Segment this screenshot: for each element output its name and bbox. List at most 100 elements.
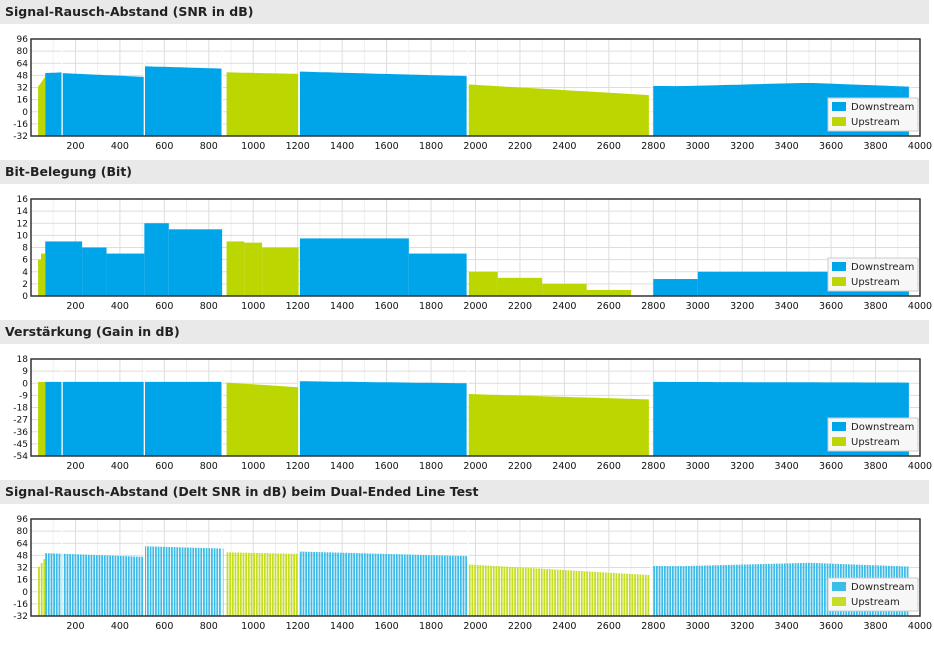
bar (538, 568, 540, 616)
bar (184, 547, 187, 616)
bar (329, 552, 332, 616)
y-tick-label: 12 (17, 219, 28, 229)
x-tick-label: 2200 (508, 141, 532, 152)
y-tick-label: 96 (17, 515, 29, 525)
bar-step (168, 229, 223, 296)
bar (695, 565, 698, 616)
bar (495, 566, 498, 616)
bar (295, 553, 298, 616)
plot-frame (30, 198, 921, 297)
upstream-series (38, 552, 650, 616)
bar (321, 552, 324, 616)
bar (749, 564, 752, 616)
y-tick-label: -16 (13, 600, 28, 610)
bar (492, 565, 495, 616)
bar (743, 564, 746, 616)
bar (250, 552, 253, 616)
bar (556, 569, 559, 616)
series-area (38, 76, 45, 136)
bar (374, 553, 377, 616)
x-tick-label: 3200 (730, 461, 754, 472)
bar (794, 563, 797, 616)
y-tick-label: -36 (13, 428, 28, 438)
bar (599, 572, 602, 616)
x-tick-label: 200 (66, 301, 84, 312)
bar (479, 565, 482, 616)
bar (514, 567, 516, 616)
y-tick-label: -32 (13, 132, 28, 142)
x-tick-label: 3600 (819, 301, 843, 312)
bar (735, 564, 738, 616)
bar (141, 556, 144, 616)
x-tick-label: 3600 (819, 461, 843, 472)
bar (195, 547, 197, 616)
x-tick-label: 2600 (597, 141, 621, 152)
bar (516, 567, 519, 616)
bar (176, 547, 179, 616)
y-tick-label: 48 (17, 71, 29, 81)
legend: Downstream Upstream (827, 257, 919, 292)
bar (754, 564, 757, 616)
bar (634, 574, 636, 616)
bar (703, 565, 706, 616)
bar (363, 553, 366, 616)
x-tick-label: 1800 (419, 301, 443, 312)
bar (419, 554, 422, 616)
legend-swatch-upstream (832, 437, 846, 446)
bar (572, 570, 575, 616)
bar (114, 555, 117, 616)
bar (765, 563, 768, 616)
bar (163, 546, 165, 616)
bar (387, 553, 390, 616)
bar (231, 552, 234, 616)
bar (197, 547, 200, 616)
bar (797, 563, 800, 616)
bar (219, 548, 221, 616)
chart-header-bits: Bit-Belegung (Bit) (0, 160, 929, 184)
bar (468, 564, 471, 616)
bar (40, 562, 43, 616)
bar (661, 566, 664, 616)
bar (612, 572, 615, 616)
bar (409, 554, 412, 616)
bar (727, 564, 730, 616)
upstream-series (38, 381, 649, 456)
x-tick-label: 2800 (641, 301, 665, 312)
bar (85, 554, 88, 616)
bar (433, 555, 436, 616)
series-area (45, 72, 63, 136)
legend-swatch-downstream (832, 422, 846, 431)
x-tick-label: 1400 (330, 461, 354, 472)
plot-frame (30, 518, 921, 617)
snr-chart: 200 400 600 800 1000 1200 1400 1600 1800 2000 2200… (13, 35, 932, 152)
bar (674, 566, 677, 616)
bar (290, 553, 293, 616)
bar (604, 572, 607, 616)
x-tick-label: 4000 (908, 621, 932, 632)
y-tick-label: 16 (17, 195, 29, 205)
bar (305, 551, 308, 616)
bar (371, 553, 374, 616)
bar (783, 563, 786, 616)
x-tick-label: 400 (111, 301, 129, 312)
x-tick-label: 4000 (908, 141, 932, 152)
y-tick-label: 64 (17, 59, 29, 69)
bar (74, 554, 77, 616)
y-tick-label: -32 (13, 612, 28, 622)
bar (815, 563, 818, 616)
legend: Downstream Upstream (827, 417, 919, 452)
bar (263, 553, 266, 616)
x-tick-label: 1000 (241, 301, 265, 312)
bar (693, 565, 696, 616)
bar (287, 553, 290, 616)
x-tick-label: 1000 (241, 461, 265, 472)
x-tick-label: 2600 (597, 301, 621, 312)
chart-header-snr: Signal-Rausch-Abstand (SNR in dB) (0, 0, 929, 24)
x-axis: 200 400 600 800 1000 1200 1400 1600 1800 2000 2200… (66, 301, 932, 312)
bar (50, 553, 53, 616)
bar (623, 573, 626, 616)
bar (711, 565, 714, 616)
bar (714, 565, 717, 616)
bar (530, 568, 532, 616)
bar (767, 563, 770, 616)
